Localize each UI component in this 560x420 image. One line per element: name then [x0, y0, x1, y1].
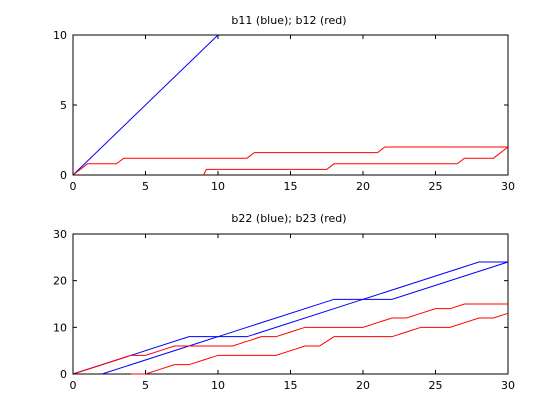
axes-frame	[72, 34, 509, 176]
y-tick-label: 20	[53, 275, 67, 288]
y-tick-label: 0	[60, 368, 67, 381]
plot-area	[72, 34, 509, 176]
series-line-4	[131, 312, 509, 375]
y-axis: 0 10 20 30	[53, 228, 508, 381]
x-tick-label: 15	[284, 379, 298, 392]
series-line-1	[72, 34, 219, 176]
plot-area	[72, 261, 509, 375]
x-tick-label: 30	[501, 379, 515, 392]
x-tick-label: 20	[356, 180, 370, 193]
y-tick-label: 10	[53, 321, 67, 334]
y-tick-label: 5	[60, 99, 67, 112]
x-tick-label: 5	[142, 180, 149, 193]
chart-title: b22 (blue); b23 (red)	[231, 212, 346, 225]
series-line-2	[101, 261, 509, 375]
x-tick-label: 0	[70, 379, 77, 392]
x-tick-label: 25	[429, 379, 443, 392]
subplot-top: b11 (blue); b12 (red) 0 5 10 15 20 25 30 0 5 10	[53, 14, 515, 193]
x-tick-label: 20	[356, 379, 370, 392]
y-tick-label: 10	[53, 29, 67, 42]
series-line-2	[72, 146, 508, 176]
x-tick-label: 10	[211, 180, 225, 193]
x-tick-label: 25	[429, 180, 443, 193]
x-tick-label: 10	[211, 379, 225, 392]
x-axis: 0 5 10 15 20 25 30	[70, 234, 515, 392]
x-tick-label: 5	[142, 379, 149, 392]
series-line-3	[72, 303, 508, 375]
y-tick-label: 30	[53, 228, 67, 241]
x-tick-label: 0	[70, 180, 77, 193]
subplot-bottom: b22 (blue); b23 (red) 0 5 10 15 20 25 30 0 10 20…	[53, 212, 515, 392]
x-tick-label: 15	[284, 180, 298, 193]
x-tick-label: 30	[501, 180, 515, 193]
y-axis: 0 5 10	[53, 29, 508, 182]
chart-title: b11 (blue); b12 (red)	[231, 14, 346, 27]
series-line-1	[72, 261, 508, 375]
y-tick-label: 0	[60, 169, 67, 182]
x-axis: 0 5 10 15 20 25 30	[70, 35, 515, 193]
series-line-3	[203, 146, 509, 176]
